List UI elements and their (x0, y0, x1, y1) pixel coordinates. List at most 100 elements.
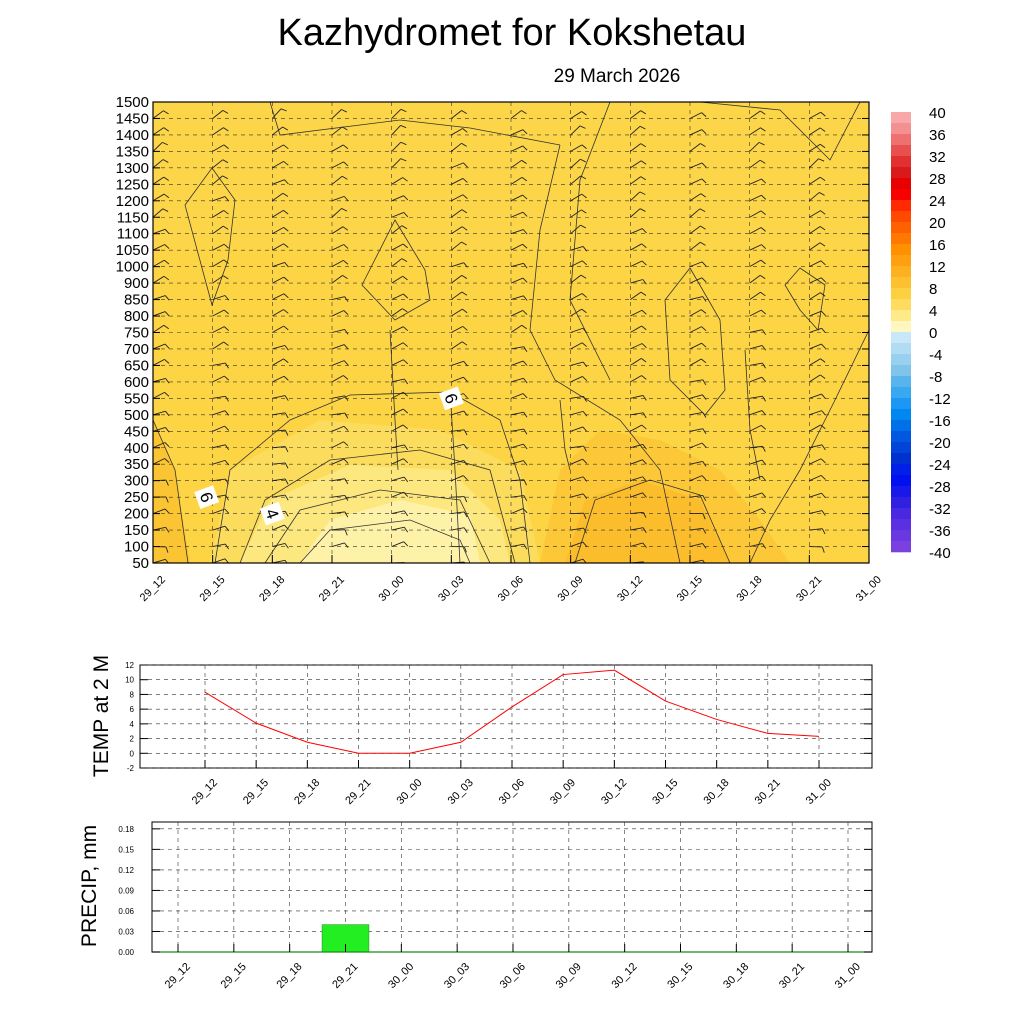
temperature-panel: 12 10 8 6 4 2 0 -2 29_12 29_15 29_18 29_21 30_00 30_… (90, 655, 873, 807)
wind-barb (391, 177, 408, 185)
cross-section-y-axis: 1500145014001350130012501200115011001050… (116, 94, 869, 572)
wind-barb (153, 193, 170, 202)
wind-barb (570, 175, 587, 185)
wind-barb (451, 308, 468, 317)
wind-barb (510, 243, 528, 251)
wind-barb (212, 459, 230, 466)
wind-barb (630, 110, 647, 119)
colorbar-label: -32 (929, 501, 951, 518)
wind-barb (391, 378, 409, 385)
wind-barb (689, 112, 707, 119)
colorbar-cell (891, 409, 911, 421)
wind-barb (212, 425, 230, 432)
colorbar-label: -16 (929, 413, 951, 430)
cool-core (300, 500, 480, 563)
wind-barb (570, 512, 587, 519)
x-tick-label: 29_15 (219, 961, 249, 991)
wind-barb (570, 541, 588, 547)
wind-barb (868, 381, 869, 382)
wind-barb (749, 445, 766, 452)
y-tick-label: 8 (130, 690, 135, 699)
wind-barb (809, 510, 826, 516)
wind-barb (391, 491, 409, 498)
wind-barb (510, 360, 528, 366)
wind-barb (689, 225, 706, 235)
wind-barb (749, 508, 767, 515)
colorbar-cell (891, 420, 911, 432)
colorbar-label: 20 (929, 215, 946, 232)
colorbar-label: 8 (929, 281, 937, 298)
warm-edge (153, 420, 190, 563)
wind-barb (451, 110, 467, 119)
wind-barb (510, 428, 528, 435)
wind-barb (391, 141, 407, 152)
colorbar-label: -40 (929, 545, 951, 562)
x-tick-label: 29_21 (330, 961, 360, 991)
colorbar-cell (891, 222, 911, 234)
contour (529, 144, 681, 563)
colorbar-cell (891, 156, 911, 168)
wind-barb (749, 291, 766, 300)
wind-barb (391, 342, 408, 350)
contour (361, 219, 431, 321)
wind-barb (809, 424, 826, 432)
colorbar-cell (891, 310, 911, 322)
wind-barb (570, 125, 586, 136)
wind-barb (570, 426, 588, 432)
wind-barb (510, 393, 528, 399)
wind-barb (451, 226, 468, 235)
colorbar-label: -4 (929, 347, 942, 364)
wind-barb (868, 249, 869, 251)
y-tick-label: 250 (124, 489, 149, 506)
wind-barb (809, 492, 826, 499)
y-tick-label: 100 (124, 539, 149, 556)
y-tick-label: 1200 (116, 193, 149, 210)
wind-barb (868, 447, 869, 448)
wind-barb (451, 376, 468, 383)
colorbar-cell (891, 497, 911, 509)
wind-barb (570, 246, 588, 252)
wind-barb (630, 358, 647, 366)
wind-barb (689, 394, 707, 400)
colorbar-cell (891, 167, 911, 179)
wind-barb (570, 327, 588, 334)
wind-barb (868, 348, 869, 349)
wind-barb (212, 275, 229, 284)
wind-barb (749, 159, 766, 169)
y-tick-label: 6 (130, 705, 135, 714)
wind-barb (212, 127, 229, 136)
y-tick-label: 10 (125, 676, 134, 685)
wind-barb (689, 208, 706, 218)
colorbar-cell (891, 530, 911, 542)
colorbar-cell (891, 134, 911, 146)
contour (574, 479, 731, 563)
wind-barb (391, 293, 409, 300)
wind-barb (510, 508, 528, 515)
wind-barb (272, 192, 289, 202)
wind-barb (272, 309, 289, 317)
wind-barb (868, 134, 869, 135)
colorbar-cell (891, 453, 911, 465)
y-tick-label: 4 (130, 720, 135, 729)
wind-barb (510, 377, 528, 384)
y-tick-label: 12 (125, 661, 134, 670)
x-tick-label: 29_12 (163, 961, 193, 991)
wind-barb (749, 244, 767, 251)
wind-barb (272, 412, 289, 419)
wind-barb (868, 282, 869, 284)
wind-barb (331, 328, 349, 335)
wind-barb (153, 295, 170, 301)
wind-barb (749, 178, 767, 185)
y-tick-label: 0.00 (118, 948, 134, 957)
wind-barb (212, 159, 229, 169)
wind-barb (451, 443, 468, 450)
wind-barb (630, 160, 647, 169)
wind-barb (331, 310, 349, 317)
x-tick-label: 30_03 (442, 961, 472, 991)
wind-barb (809, 192, 825, 202)
wind-barb (689, 379, 707, 386)
wind-barb (809, 374, 826, 383)
wind-barb (391, 275, 408, 284)
wind-barb (212, 210, 229, 218)
wind-barb (153, 159, 169, 169)
